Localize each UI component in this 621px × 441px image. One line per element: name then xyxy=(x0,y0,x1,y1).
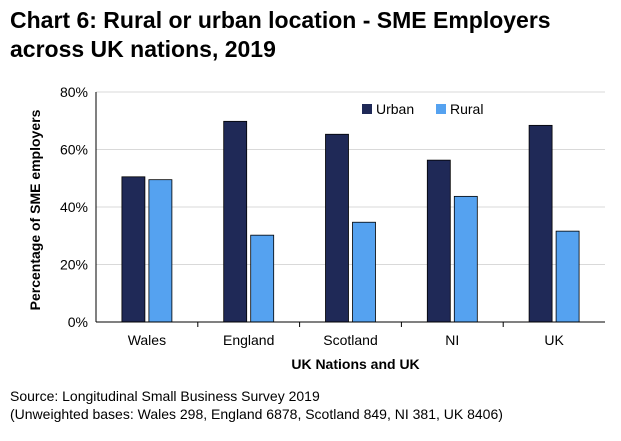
bar-urban-england xyxy=(223,120,248,323)
bar-rural-uk xyxy=(555,230,580,323)
legend-label-rural: Rural xyxy=(450,101,483,117)
legend-label-urban: Urban xyxy=(376,101,414,117)
chart-title-line-1: Chart 6: Rural or urban location - SME E… xyxy=(10,7,551,33)
chart-title-line-2: across UK nations, 2019 xyxy=(10,36,276,62)
chart-title: Chart 6: Rural or urban location - SME E… xyxy=(10,6,610,64)
y-tick-label: 60% xyxy=(60,142,88,158)
y-tick-label: 20% xyxy=(60,257,88,273)
x-tick-label: England xyxy=(223,332,274,348)
x-tick-label: NI xyxy=(445,332,459,348)
x-tick-label: UK xyxy=(544,332,564,348)
bar-rural-scotland xyxy=(352,221,376,323)
source-line: Source: Longitudinal Small Business Surv… xyxy=(10,388,320,404)
x-tick-label: Wales xyxy=(128,332,166,348)
y-axis-title: Percentage of SME employers xyxy=(27,109,43,310)
gridlines xyxy=(96,91,605,265)
bar-rural-england xyxy=(250,234,275,323)
bases-line: (Unweighted bases: Wales 298, England 68… xyxy=(10,406,503,422)
bar-urban-uk xyxy=(528,124,553,323)
bar-rural-wales xyxy=(148,179,173,323)
bar-urban-scotland xyxy=(325,133,349,323)
legend-swatch-urban xyxy=(362,104,372,114)
x-tick-label: Scotland xyxy=(323,332,377,348)
bar-rural-ni xyxy=(453,195,478,323)
y-tick-label: 0% xyxy=(68,314,88,330)
bar-urban-ni xyxy=(426,159,451,323)
source-note: Source: Longitudinal Small Business Surv… xyxy=(10,387,503,423)
x-axis-title: UK Nations and UK xyxy=(291,356,419,372)
y-tick-label: 80% xyxy=(60,84,88,100)
legend-swatch-rural xyxy=(436,104,446,114)
y-tick-labels: 0% 20% 40% 60% 80% xyxy=(60,84,88,330)
y-tick-label: 40% xyxy=(60,199,88,215)
bar-chart: 0% 20% 40% 60% 80% Wales England Scotland NI UK … xyxy=(27,84,605,372)
x-tick-labels: Wales England Scotland NI UK xyxy=(128,322,564,348)
bars xyxy=(121,120,580,323)
bar-urban-wales xyxy=(121,176,146,323)
legend: Urban Rural xyxy=(362,101,483,117)
